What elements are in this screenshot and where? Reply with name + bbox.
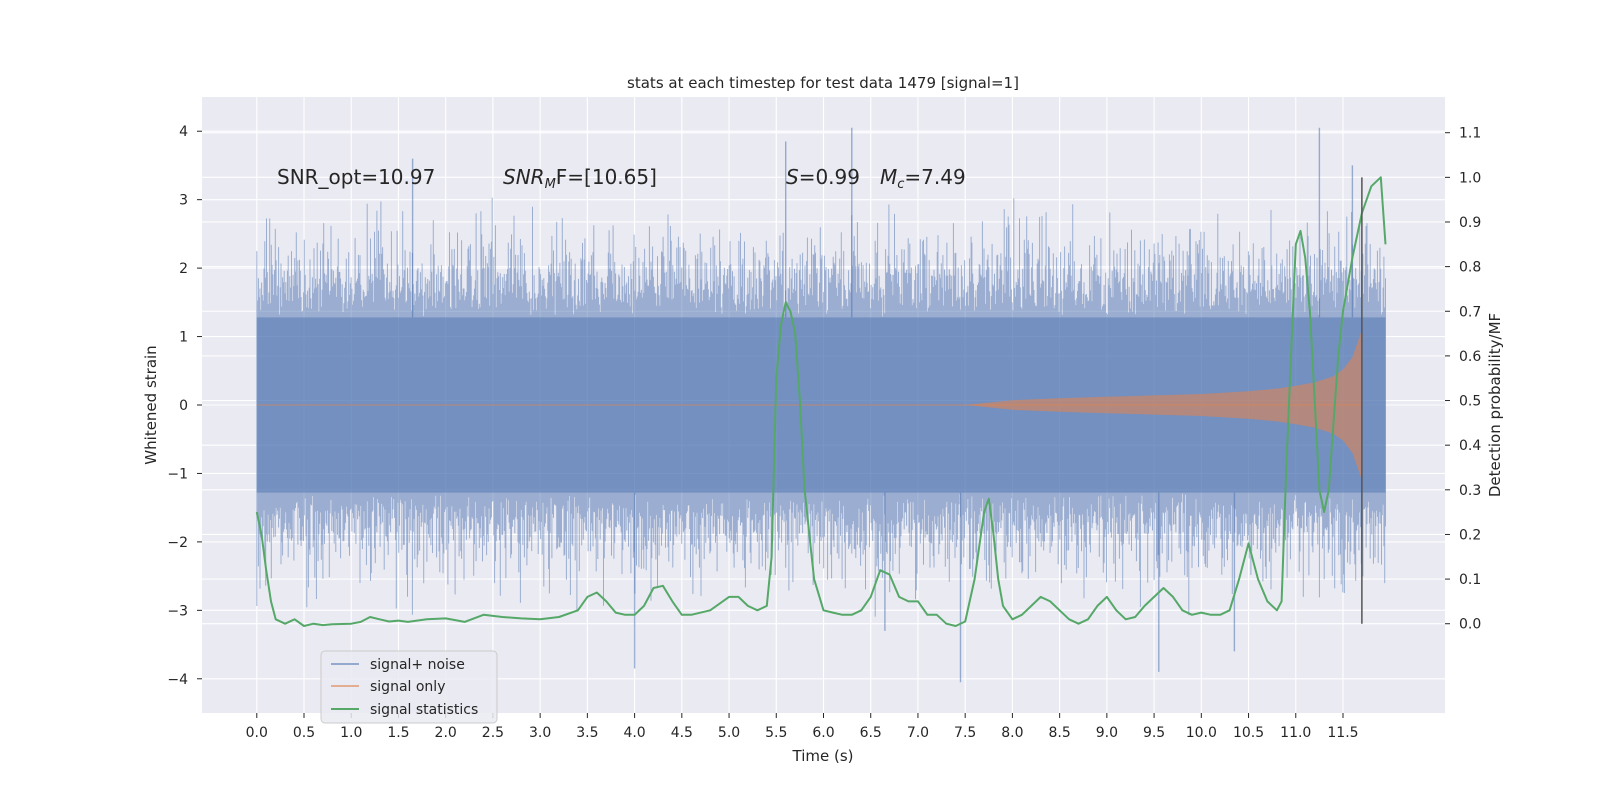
signal-only-series <box>256 329 1362 481</box>
right-tick-label: 0.8 <box>1459 260 1481 276</box>
right-tick-label: 0.0 <box>1459 617 1481 633</box>
x-tick-label: 5.0 <box>718 725 740 741</box>
x-tick-label: 11.5 <box>1327 725 1358 741</box>
right-tick-label: 0.1 <box>1459 572 1481 588</box>
snr-mf-symbol: SNR <box>503 165 545 189</box>
right-tick-label: 0.5 <box>1459 394 1481 410</box>
x-tick-label: 7.5 <box>954 725 976 741</box>
stats-line <box>255 176 1387 627</box>
x-tick-label: 7.0 <box>907 725 929 741</box>
right-axis-ticks: 0.0 0.1 0.2 0.3 0.4 0.5 0.6 0.7 0.8 0.9 1.0 1.1 <box>1445 126 1481 633</box>
x-tick-label: 8.5 <box>1048 725 1070 741</box>
right-tick-label: 0.9 <box>1459 215 1481 231</box>
annotation-snr-mf: SNRMF=[10.65] <box>503 165 657 192</box>
legend: signal+ noise signal only signal statist… <box>320 650 498 724</box>
right-tick-label: 0.6 <box>1459 349 1481 365</box>
x-tick-label: 2.0 <box>435 725 457 741</box>
x-tick-label: 8.0 <box>1001 725 1023 741</box>
x-tick-label: 4.5 <box>671 725 693 741</box>
snr-mf-rest: F=[10.65] <box>556 165 657 189</box>
right-tick-label: 1.1 <box>1459 126 1481 142</box>
x-tick-label: 1.5 <box>387 725 409 741</box>
mc-subscript: c <box>897 177 904 192</box>
legend-box <box>320 650 498 724</box>
y-tick-label: −4 <box>167 672 188 688</box>
y-tick-label: 1 <box>179 330 188 346</box>
x-tick-label: 4.0 <box>623 725 645 741</box>
x-tick-label: 9.0 <box>1096 725 1118 741</box>
right-tick-label: 1.0 <box>1459 170 1481 186</box>
s-value: =0.99 <box>799 165 860 189</box>
x-tick-label: 0.5 <box>293 725 315 741</box>
x-tick-label: 5.5 <box>765 725 787 741</box>
right-tick-label: 0.7 <box>1459 304 1481 320</box>
right-tick-label: 0.3 <box>1459 483 1481 499</box>
chart-title: stats at each timestep for test data 147… <box>627 74 1019 92</box>
x-tick-label: 3.5 <box>576 725 598 741</box>
annotation-s: S=0.99 <box>786 165 860 189</box>
y-tick-label: −2 <box>167 535 188 551</box>
x-tick-label: 6.5 <box>860 725 882 741</box>
x-axis-label: Time (s) <box>792 747 854 765</box>
y-axis-ticks: −4 −3 −2 −1 0 1 2 3 4 <box>167 124 202 688</box>
mc-symbol: M <box>880 165 897 189</box>
right-tick-label: 0.2 <box>1459 527 1481 543</box>
x-axis-ticks: 0.0 0.5 1.0 1.5 2.0 2.5 3.0 3.5 4.0 4.5 5.0 5.5 6.0 6… <box>246 713 1359 741</box>
right-tick-label: 0.4 <box>1459 438 1481 454</box>
legend-label-signal: signal only <box>370 679 445 695</box>
y-tick-label: 0 <box>179 398 188 414</box>
annotation-mc: Mc=7.49 <box>880 165 966 192</box>
right-axis-label: Detection probability/MF <box>1486 313 1504 497</box>
x-tick-label: 3.0 <box>529 725 551 741</box>
legend-label-noise: signal+ noise <box>370 657 465 673</box>
snr-mf-subscript: M <box>545 177 556 192</box>
x-tick-label: 10.0 <box>1186 725 1217 741</box>
noise-peaks <box>411 127 1354 683</box>
x-tick-label: 2.5 <box>482 725 504 741</box>
y-axis-label: Whitened strain <box>142 345 160 464</box>
y-tick-label: −1 <box>167 466 188 482</box>
x-tick-label: 1.0 <box>340 725 362 741</box>
y-tick-label: 3 <box>179 193 188 209</box>
x-tick-label: 0.0 <box>246 725 268 741</box>
x-tick-label: 9.5 <box>1143 725 1165 741</box>
x-tick-label: 11.0 <box>1280 725 1311 741</box>
legend-label-stats: signal statistics <box>370 702 478 718</box>
s-symbol: S <box>786 165 799 189</box>
x-tick-label: 6.0 <box>812 725 834 741</box>
annotation-snr-opt: SNR_opt=10.97 <box>277 165 435 189</box>
x-tick-label: 10.5 <box>1233 725 1264 741</box>
signal-statistics-series <box>255 176 1387 627</box>
mc-value: =7.49 <box>904 165 965 189</box>
y-tick-label: 4 <box>179 124 188 140</box>
y-tick-label: −3 <box>167 603 188 619</box>
y-tick-label: 2 <box>179 261 188 277</box>
